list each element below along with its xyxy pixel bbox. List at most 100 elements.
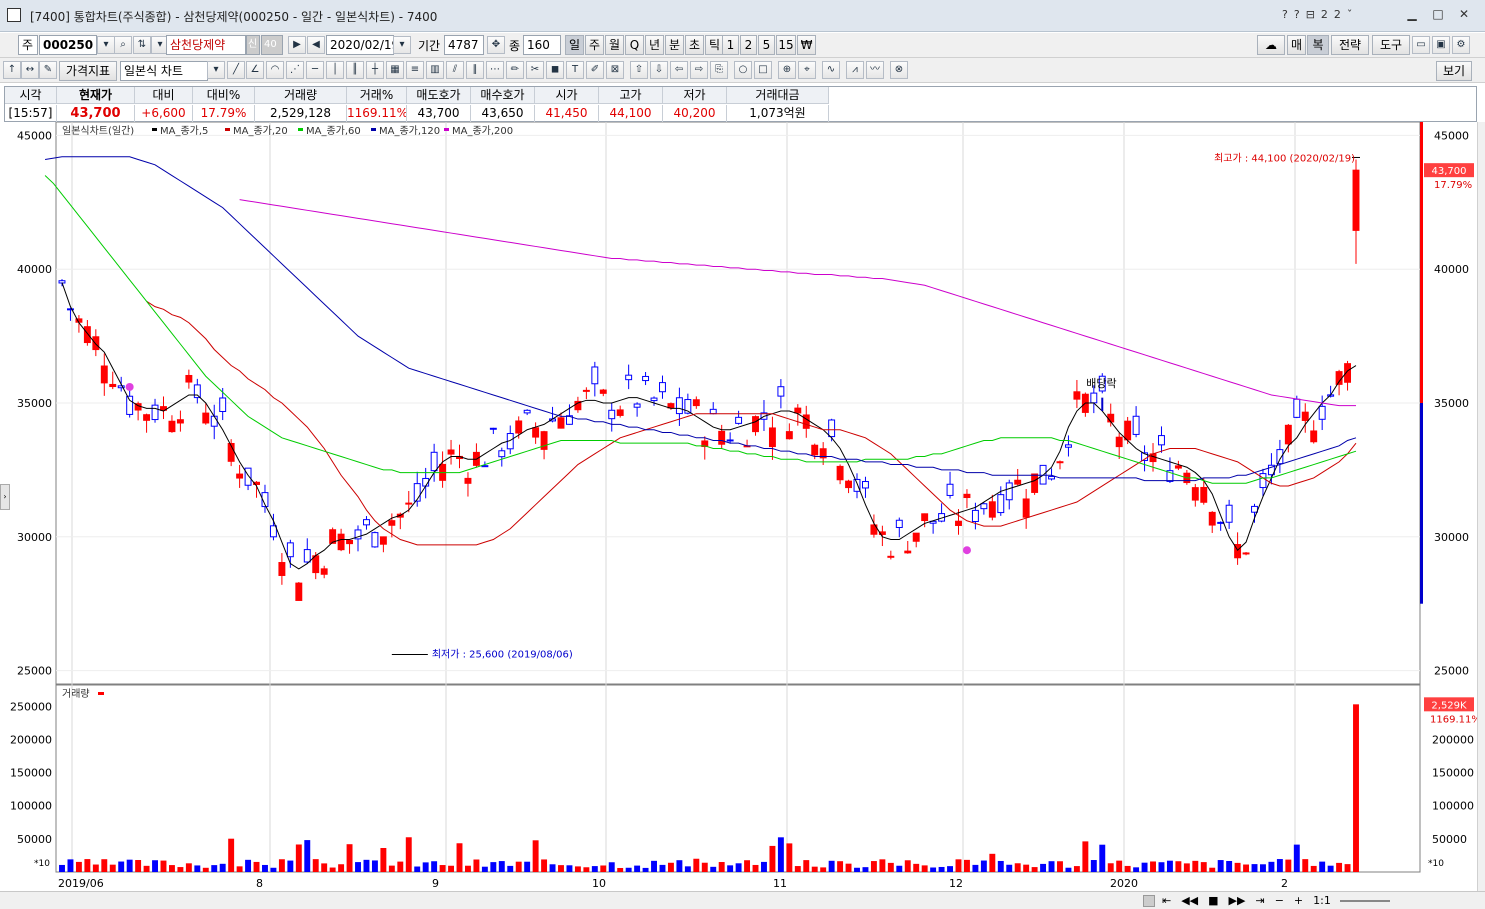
minimize-icon[interactable]: ▁ <box>1407 7 1417 21</box>
vertical-line-icon[interactable]: │ <box>326 61 344 79</box>
chart-type-select[interactable]: 일본식 차트 <box>120 61 208 81</box>
wave-pattern-icon[interactable]: 〰 <box>866 61 884 79</box>
quote-header-ask: 매도호가 <box>407 87 471 104</box>
vertical-scrollbar[interactable] <box>1477 122 1485 891</box>
layout-icon[interactable]: ⊟ <box>1305 8 1315 21</box>
multi-vertical-icon[interactable]: ║ <box>346 61 364 79</box>
group-icon[interactable]: 2 <box>1333 8 1341 21</box>
period-quarter-button[interactable]: Q <box>625 35 644 55</box>
arrow-left-icon[interactable]: ⇦ <box>670 61 688 79</box>
calendar-dropdown-icon[interactable]: ▾ <box>393 36 411 54</box>
close-icon[interactable]: ✕ <box>1458 7 1470 21</box>
period-second-button[interactable]: 초 <box>685 35 704 55</box>
crosshair-icon[interactable]: ⌖ <box>798 61 816 79</box>
expand-arrow-button[interactable]: ↔ <box>21 61 39 79</box>
table-icon[interactable]: ▦ <box>386 61 404 79</box>
view-button[interactable]: 보기 <box>1436 61 1472 81</box>
market-select[interactable]: 주 <box>18 35 38 55</box>
period-week-button[interactable]: 주 <box>585 35 604 55</box>
chart-type-dropdown-icon[interactable]: ▾ <box>207 61 225 79</box>
period-day-button[interactable]: 일 <box>565 35 584 55</box>
fan-line-icon[interactable]: ⋰ <box>286 61 304 79</box>
ratio-icon[interactable]: 1:1 <box>1313 894 1331 907</box>
color-icon[interactable]: ◼ <box>546 61 564 79</box>
period-year-button[interactable]: 년 <box>645 35 664 55</box>
fold-icon[interactable]: ⎘ <box>710 61 728 79</box>
sort-icon[interactable]: ⇅ <box>133 36 151 54</box>
price-indicator-button[interactable]: 가격지표 <box>59 61 117 81</box>
tools-button[interactable]: 도구 <box>1372 35 1410 55</box>
delete-icon[interactable]: ⊠ <box>606 61 624 79</box>
edit-icon[interactable]: ✎ <box>39 61 57 79</box>
grid-lines-icon[interactable]: ┼ <box>366 61 384 79</box>
scroll-start-icon[interactable]: ⇤ <box>1162 894 1172 907</box>
folder-icon[interactable]: ▭ <box>1412 36 1430 54</box>
bars-icon[interactable]: ▥ <box>426 61 444 79</box>
arrow-up-icon[interactable]: ⇧ <box>630 61 648 79</box>
period-input[interactable]: 4787 <box>444 35 484 55</box>
trade-button[interactable]: 매 <box>1287 35 1306 55</box>
scroll-mode-icon[interactable]: ✥ <box>487 36 505 54</box>
fibonacci-icon[interactable]: ≡ <box>406 61 424 79</box>
currency-button[interactable]: ₩ <box>797 35 816 55</box>
scroll-next-icon[interactable]: ▶▶ <box>1228 894 1246 907</box>
strategy-button[interactable]: 전략 <box>1331 35 1369 55</box>
rect-icon[interactable]: □ <box>754 61 772 79</box>
settings-icon[interactable]: ⚙ <box>1452 36 1470 54</box>
channel-icon[interactable]: ⫽ <box>446 61 464 79</box>
stop-icon[interactable]: ■ <box>1208 894 1219 907</box>
stock-code-input[interactable]: 000250 <box>39 35 97 55</box>
parallel-lines-icon[interactable]: ∥ <box>466 61 484 79</box>
maximize-icon[interactable]: □ <box>1432 7 1444 21</box>
menu-icon[interactable]: ˇ <box>1346 8 1353 21</box>
wave-icon[interactable]: ∿ <box>822 61 840 79</box>
link-icon[interactable]: 2 <box>1320 8 1328 21</box>
candle-body <box>210 415 218 427</box>
next-arrow-icon[interactable]: ▶ <box>288 36 306 54</box>
question-icon[interactable]: ? <box>1293 8 1300 21</box>
code-dropdown-icon[interactable]: ▾ <box>97 36 115 54</box>
zoom-slider[interactable] <box>1340 900 1390 902</box>
period-5-button[interactable]: 5 <box>758 35 775 55</box>
angle-line-icon[interactable]: ∠ <box>246 61 264 79</box>
count-input[interactable]: 160 <box>523 35 561 55</box>
trendline-icon[interactable]: ╱ <box>227 61 245 79</box>
period-minute-button[interactable]: 분 <box>665 35 684 55</box>
date-input[interactable]: 2020/02/19 <box>326 35 394 55</box>
scroll-prev-icon[interactable]: ◀◀ <box>1181 894 1199 907</box>
volume-bar <box>524 861 531 872</box>
arc-icon[interactable]: ◠ <box>266 61 284 79</box>
zoom-out-icon[interactable]: − <box>1274 894 1284 907</box>
volume-tick-label-right: 150000 <box>1432 767 1474 780</box>
pattern-icon[interactable]: ⩘ <box>846 61 864 79</box>
zoom-icon[interactable]: ⊕ <box>778 61 796 79</box>
cycle-icon[interactable]: ⋯ <box>486 61 504 79</box>
arrow-down-icon[interactable]: ⇩ <box>650 61 668 79</box>
erase-icon[interactable]: ✂ <box>526 61 544 79</box>
volume-bar <box>84 859 91 872</box>
prev-arrow-icon[interactable]: ◀ <box>307 36 325 54</box>
search-icon[interactable]: ⌕ <box>114 36 132 54</box>
arrow-right-icon[interactable]: ⇨ <box>690 61 708 79</box>
period-15-button[interactable]: 15 <box>776 35 796 55</box>
chart-area[interactable]: 2019/06 8 9 10 11 12 2020 2 45000 45000 40000 40000… <box>0 122 1477 891</box>
note-icon[interactable]: ✐ <box>586 61 604 79</box>
period-month-button[interactable]: 월 <box>605 35 624 55</box>
scroll-end-icon[interactable]: ⇥ <box>1255 894 1265 907</box>
zoom-in-icon[interactable]: + <box>1293 894 1304 907</box>
scroll-thumb[interactable] <box>1143 895 1155 907</box>
circle-icon[interactable]: ○ <box>734 61 752 79</box>
cloud-icon[interactable]: ☁ <box>1257 35 1285 55</box>
pencil-icon[interactable]: ✏ <box>506 61 524 79</box>
horizontal-scrollbar[interactable]: ⇤ ◀◀ ■ ▶▶ ⇥ − + 1:1 <box>0 891 1485 909</box>
clear-icon[interactable]: ⊗ <box>890 61 908 79</box>
period-1-button[interactable]: 1 <box>722 35 739 55</box>
side-panel-toggle[interactable]: › <box>0 484 10 510</box>
help-icon[interactable]: ? <box>1282 8 1288 21</box>
multi-button[interactable]: 복 <box>1307 35 1329 55</box>
horizontal-line-icon[interactable]: ─ <box>306 61 324 79</box>
text-icon[interactable]: T <box>566 61 584 79</box>
period-2-button[interactable]: 2 <box>740 35 757 55</box>
up-arrow-button[interactable]: ↑ <box>3 61 21 79</box>
save-icon[interactable]: ▣ <box>1432 36 1450 54</box>
